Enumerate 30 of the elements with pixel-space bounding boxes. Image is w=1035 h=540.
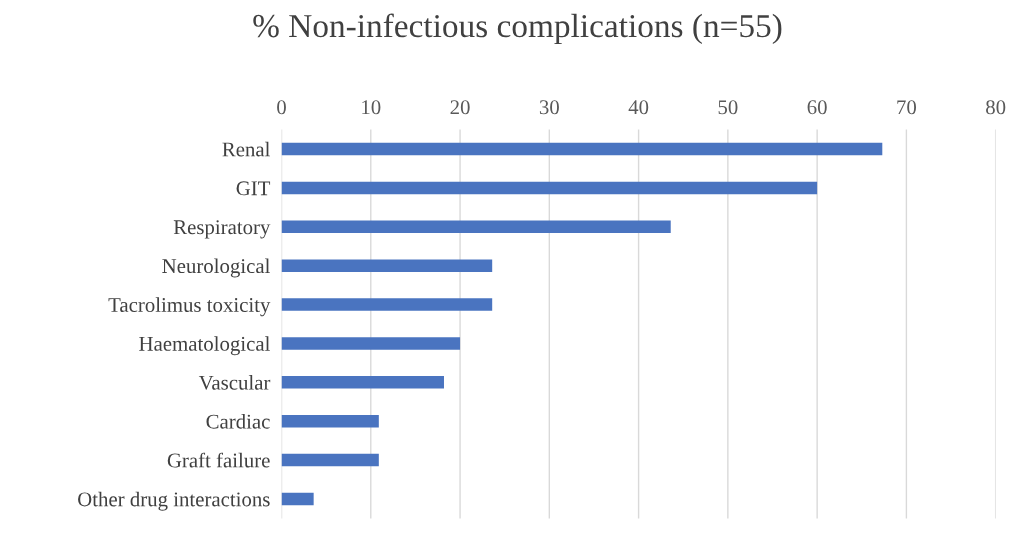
y-tick-label: Vascular <box>198 375 271 390</box>
x-tick-label: 0 <box>277 100 286 115</box>
x-tick-label: 60 <box>807 100 827 115</box>
x-tick-label: 10 <box>362 100 381 115</box>
y-tick-label: Graft failure <box>167 452 270 468</box>
x-tick-label: 40 <box>628 100 649 115</box>
x-tick-label: 30 <box>539 100 559 115</box>
bar <box>281 492 314 506</box>
bar <box>281 181 818 195</box>
bar <box>281 337 461 350</box>
bar <box>281 453 379 467</box>
bar <box>281 142 883 156</box>
x-tick-label: 70 <box>897 100 917 115</box>
bar <box>281 220 671 234</box>
y-tick-label: Cardiac <box>206 413 270 429</box>
y-tick-label: Respiratory <box>173 220 271 239</box>
y-tick-label: Renal <box>222 141 270 157</box>
bar <box>281 414 379 428</box>
chart-title: % Non-infectious complications (n=55) <box>253 13 782 45</box>
x-tick-label: 50 <box>718 100 738 115</box>
bar <box>281 376 444 389</box>
y-tick-label: Other drug interactions <box>78 491 270 511</box>
y-tick-label: GIT <box>236 181 271 196</box>
y-tick-label: Neurological <box>162 258 270 278</box>
bar <box>281 259 493 272</box>
y-tick-label: Tacrolimus toxicity <box>108 297 271 317</box>
bar <box>281 298 493 311</box>
y-tick-label: Haematological <box>139 336 270 356</box>
x-tick-label: 80 <box>986 100 1006 115</box>
x-tick-label: 20 <box>450 100 470 115</box>
